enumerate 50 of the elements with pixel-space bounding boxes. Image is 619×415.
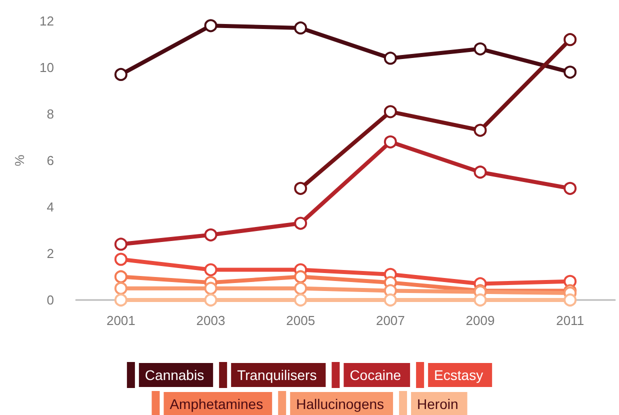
x-tick-label: 2011: [556, 313, 584, 328]
legend-label: Tranquilisers: [237, 367, 317, 383]
point: [474, 42, 487, 56]
point: [294, 182, 308, 195]
point: [114, 252, 128, 266]
point: [204, 19, 218, 32]
point: [114, 294, 128, 306]
x-tick-label: 2003: [196, 313, 226, 328]
legend-label: Cannabis: [144, 367, 204, 383]
point: [294, 294, 308, 306]
y-tick-label: 12: [40, 14, 54, 28]
point: [474, 124, 487, 137]
point: [204, 294, 218, 306]
point: [114, 270, 128, 284]
y-tick-label: 8: [46, 106, 54, 122]
point: [114, 282, 128, 295]
point: [294, 270, 308, 284]
point: [564, 182, 577, 195]
point: [564, 294, 577, 306]
point: [114, 68, 128, 81]
point: [114, 238, 128, 251]
point: [384, 294, 397, 306]
point: [474, 294, 487, 306]
point: [474, 166, 487, 179]
point: [294, 216, 308, 230]
point: [204, 228, 218, 242]
y-tick-label: 10: [40, 60, 54, 75]
point: [204, 263, 218, 276]
x-tick-label: 2007: [376, 313, 405, 328]
legend-label: Ecstasy: [434, 367, 484, 383]
point: [294, 282, 308, 295]
point: [384, 105, 397, 118]
y-axis-title: %: [12, 154, 27, 166]
legend-label: Hallucinogens: [296, 396, 384, 412]
point: [384, 135, 397, 148]
y-tick-label: 6: [46, 153, 54, 168]
point: [294, 21, 308, 34]
x-tick-label: 2009: [466, 313, 495, 328]
y-tick-label: 2: [46, 246, 54, 261]
point: [564, 33, 577, 46]
point: [204, 282, 218, 295]
legend-label: Amphetamines: [170, 396, 264, 412]
point: [564, 66, 577, 79]
legend-label: Cocaine: [350, 367, 402, 383]
legend-label: Heroin: [417, 396, 458, 412]
point: [384, 52, 397, 65]
x-tick-label: 2005: [286, 313, 316, 328]
y-tick-label: 4: [46, 200, 54, 214]
y-tick-label: 0: [46, 292, 54, 308]
x-tick-label: 2001: [106, 313, 136, 328]
